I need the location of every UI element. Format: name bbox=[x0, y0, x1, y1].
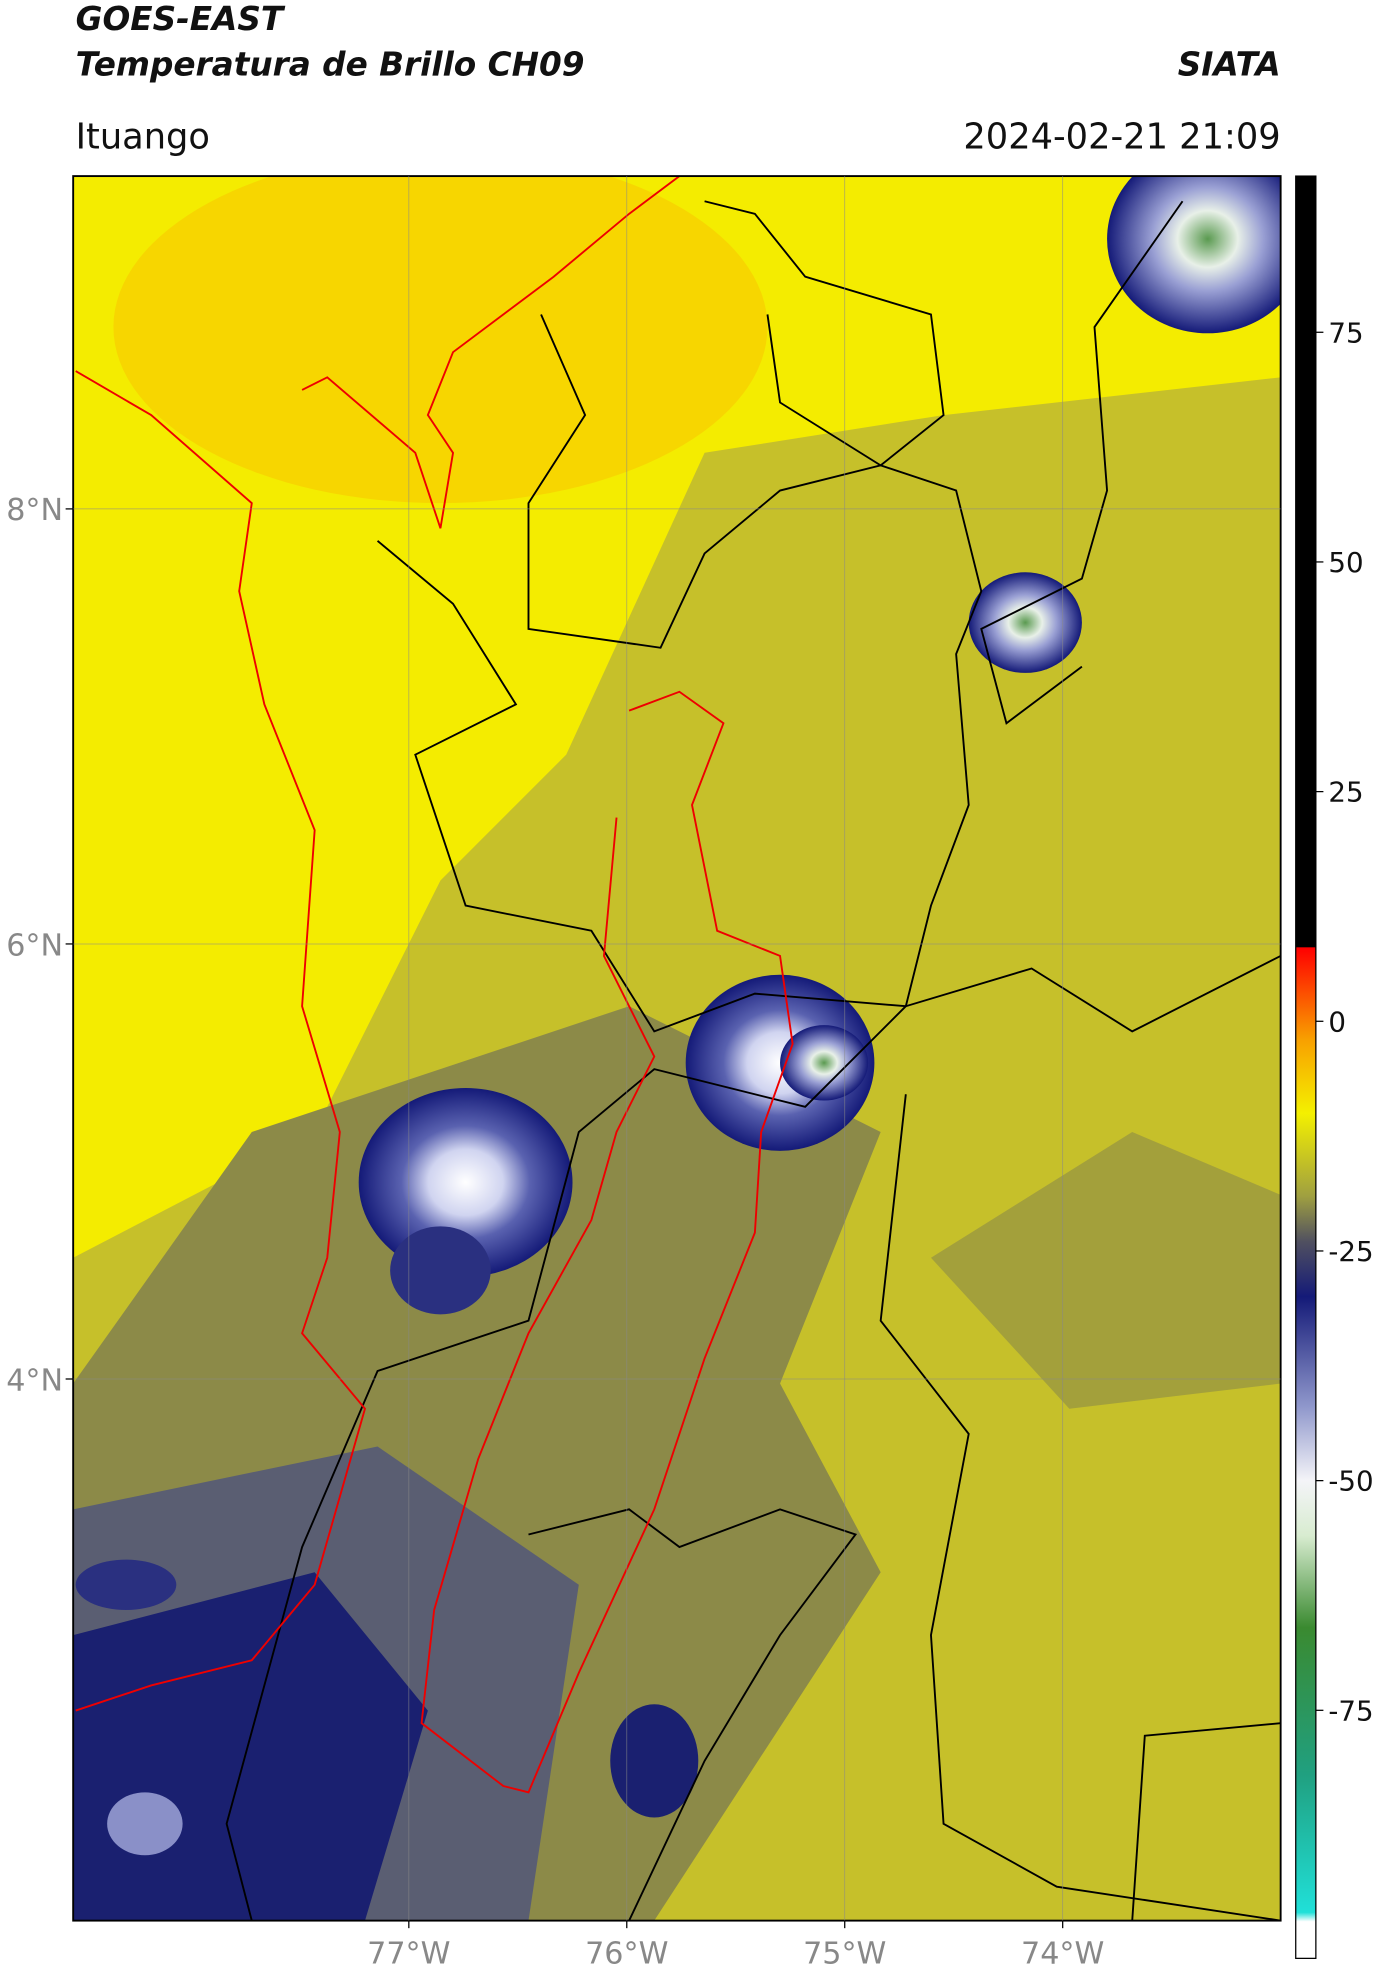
datetime: 2024-02-21 21:09 bbox=[963, 116, 1280, 157]
y-tick-label: 8°N bbox=[6, 493, 63, 528]
x-tick-label: 75°W bbox=[803, 1936, 886, 1971]
colorbar bbox=[1295, 175, 1317, 1959]
colorbar-tick-label: -75 bbox=[1328, 1694, 1373, 1727]
colorbar-tick-label: 75 bbox=[1328, 316, 1363, 349]
colorbar-tick-label: -50 bbox=[1328, 1465, 1373, 1498]
y-tick-label: 4°N bbox=[6, 1363, 63, 1398]
colorbar-tick-label: -25 bbox=[1328, 1235, 1373, 1268]
y-tick-label: 6°N bbox=[6, 928, 63, 963]
x-tick-label: 74°W bbox=[1021, 1936, 1104, 1971]
title: GOES-EAST bbox=[76, 0, 286, 38]
colorbar-tick-label: 50 bbox=[1328, 546, 1363, 579]
x-tick-label: 76°W bbox=[585, 1936, 668, 1971]
colorbar-tick-label: 0 bbox=[1328, 1005, 1346, 1038]
source: SIATA bbox=[1178, 45, 1281, 83]
x-tick-label: 77°W bbox=[367, 1936, 450, 1971]
map-frame bbox=[72, 175, 1282, 1922]
colorbar-tick-label: 25 bbox=[1328, 776, 1363, 809]
location: Ituango bbox=[76, 116, 210, 157]
satellite-image bbox=[73, 176, 1281, 1921]
subtitle: Temperatura de Brillo CH09 bbox=[76, 45, 585, 83]
